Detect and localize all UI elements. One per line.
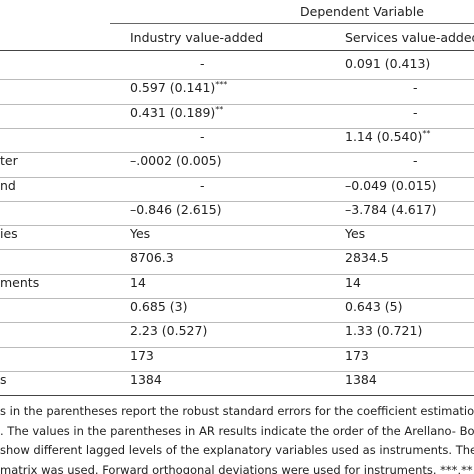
cell: 173 (130, 348, 154, 364)
note-line: matrix was used. Forward orthogonal devi… (0, 462, 474, 474)
row-label: ies (0, 226, 18, 242)
cell: 0.091 (0.413) (345, 56, 430, 72)
cell-value: 0.643 (5) (345, 299, 403, 314)
row-rule (0, 127, 474, 129)
significance: ** (215, 104, 224, 114)
cell: 2.23 (0.527) (130, 323, 207, 339)
cell-value: Yes (345, 226, 366, 242)
cell: 1384 (345, 372, 377, 388)
cell-value: 2834.5 (345, 250, 389, 266)
cell: Yes (345, 226, 365, 242)
row-rule (0, 152, 474, 154)
cell-value: 14 (130, 274, 146, 290)
header-bottom-rule (0, 50, 474, 51)
row-rule (0, 200, 474, 202)
cell: 173 (345, 348, 369, 364)
cell-value: - (413, 80, 418, 96)
cell-value: - (200, 128, 205, 144)
cell: 0.643 (5) (345, 299, 402, 315)
cell-value: 0.685 (3) (130, 299, 188, 314)
cell: - (200, 56, 205, 72)
cell-value: –3.784 (4.617) (345, 201, 437, 217)
significance: *** (215, 80, 228, 90)
row-rule (0, 249, 474, 251)
cell: 1.14 (0.540)** (345, 129, 430, 145)
significance: ** (422, 128, 431, 138)
row-rule (0, 370, 474, 372)
cell: Yes (130, 226, 150, 242)
cell: –0.049 (0.015) (345, 178, 437, 194)
row-rule (0, 346, 474, 348)
cell: 14 (345, 275, 361, 291)
cell-value: 173 (345, 347, 369, 363)
cell-value: 1384 (345, 371, 377, 387)
cell-value: –0.049 (0.015) (345, 177, 437, 193)
header-rule (110, 23, 474, 24)
note-line: . The values in the parentheses in AR re… (0, 423, 474, 438)
cell-value: 173 (130, 347, 154, 363)
cell: 0.597 (0.141)*** (130, 80, 227, 96)
cell-value: - (413, 104, 418, 120)
cell-value: 1.33 (0.721) (345, 323, 423, 339)
cell-value: 2.23 (0.527) (130, 323, 208, 339)
cell: - (413, 80, 418, 96)
cell: 0.685 (3) (130, 299, 187, 315)
cell-value: 0.597 (0.141) (130, 80, 216, 96)
cell: –0.846 (2.615) (130, 202, 222, 218)
cell: –3.784 (4.617) (345, 202, 437, 218)
cell: 1384 (130, 372, 162, 388)
cell: 1.33 (0.721) (345, 323, 422, 339)
cell: –.0002 (0.005) (130, 153, 222, 169)
column-header: Industry value-added (130, 30, 264, 45)
note-line: show different lagged levels of the expl… (0, 443, 474, 458)
row-rule (0, 176, 474, 178)
row-label: s (0, 371, 7, 387)
cell-value: 14 (345, 274, 361, 290)
cell-value: 8706.3 (130, 250, 174, 266)
cell-value: - (200, 177, 205, 193)
row-label: ments (0, 274, 40, 290)
row-label: ter (0, 153, 18, 169)
cell: 0.431 (0.189)** (130, 105, 223, 121)
row-rule (0, 79, 474, 81)
header-group: Dependent Variable (300, 4, 424, 19)
cell: - (413, 153, 418, 169)
row-rule (0, 103, 474, 105)
row-rule (0, 298, 474, 299)
table-bottom-rule (0, 395, 474, 397)
cell: - (413, 105, 418, 121)
row-label: nd (0, 177, 16, 193)
cell-value: 0.431 (0.189) (130, 104, 216, 120)
cell: - (200, 178, 205, 194)
cell: 2834.5 (345, 250, 389, 266)
cell-value: –.0002 (0.005) (130, 153, 222, 169)
cell: - (200, 129, 205, 145)
cell: 8706.3 (130, 250, 174, 266)
note-line: s in the parentheses report the robust s… (0, 404, 474, 419)
cell-value: - (200, 56, 205, 71)
cell-value: 1.14 (0.540) (345, 128, 423, 144)
cell: 14 (130, 275, 146, 291)
row-rule (0, 225, 474, 227)
cell-value: –0.846 (2.615) (130, 201, 222, 217)
row-rule (0, 322, 474, 324)
cell-value: 1384 (130, 371, 162, 387)
cell-value: 0.091 (0.413) (345, 56, 431, 71)
cell-value: - (413, 153, 418, 169)
column-header: Services value-added (345, 30, 474, 45)
cell-value: Yes (130, 226, 151, 242)
row-rule (0, 273, 474, 275)
